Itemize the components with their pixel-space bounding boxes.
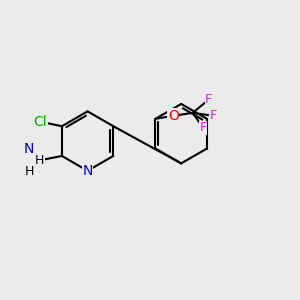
Text: H: H	[25, 165, 34, 178]
Text: H: H	[35, 154, 44, 167]
Text: F: F	[205, 93, 213, 106]
Text: N: N	[82, 164, 93, 178]
Text: Cl: Cl	[34, 115, 47, 129]
Text: F: F	[199, 121, 207, 134]
Text: N: N	[24, 142, 34, 156]
Text: O: O	[168, 109, 179, 123]
Text: F: F	[210, 109, 217, 122]
